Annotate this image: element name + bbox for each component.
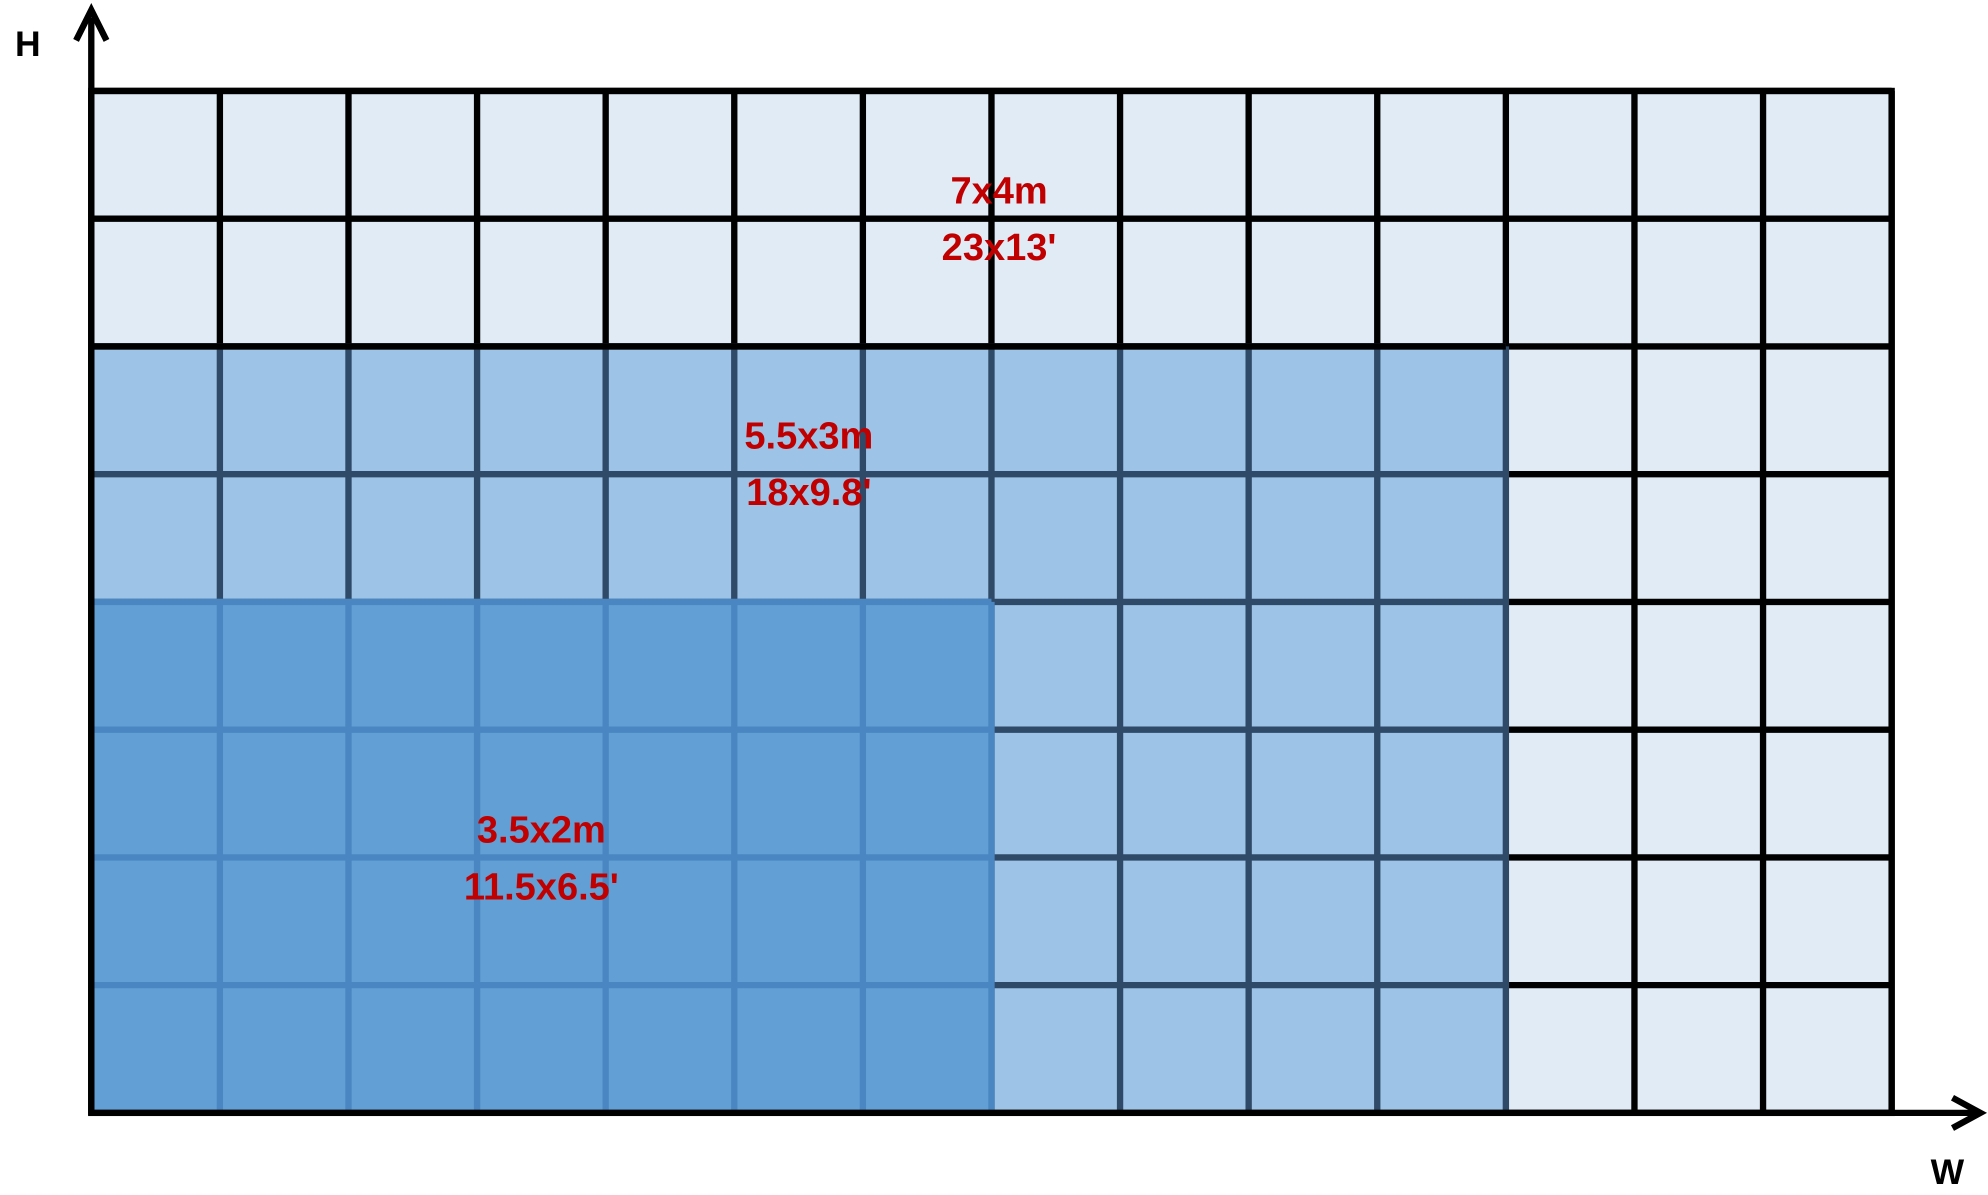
axes — [73, 3, 1988, 1131]
width-axis-label: W — [1931, 1152, 1965, 1192]
area-metric: 5.5x3m — [744, 415, 873, 457]
x-axis-arrow — [1950, 1094, 1988, 1131]
area-imperial: 18x9.8' — [746, 472, 871, 514]
grid — [88, 87, 1895, 1117]
y-axis-arrow — [73, 3, 110, 42]
area-imperial: 23x13' — [942, 227, 1057, 269]
area-imperial: 11.5x6.5' — [464, 866, 619, 908]
area-metric: 3.5x2m — [477, 810, 606, 852]
height-axis-label: H — [15, 24, 41, 64]
area-metric: 7x4m — [950, 170, 1047, 212]
